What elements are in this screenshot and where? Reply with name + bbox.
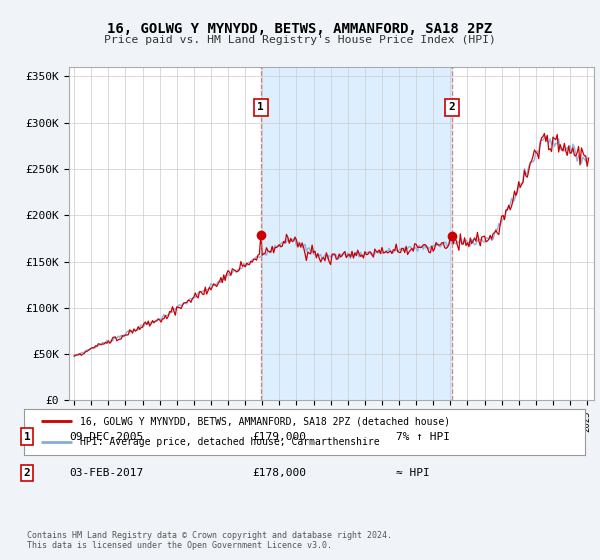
Text: 2: 2 bbox=[449, 102, 455, 112]
Text: 1: 1 bbox=[257, 102, 264, 112]
Text: 09-DEC-2005: 09-DEC-2005 bbox=[69, 432, 143, 441]
Bar bbox=[261, 67, 452, 400]
Text: £179,000: £179,000 bbox=[252, 432, 306, 441]
Text: HPI: Average price, detached house, Carmarthenshire: HPI: Average price, detached house, Carm… bbox=[80, 437, 380, 447]
Text: 1: 1 bbox=[23, 432, 31, 441]
Text: Contains HM Land Registry data © Crown copyright and database right 2024.
This d: Contains HM Land Registry data © Crown c… bbox=[27, 530, 392, 550]
Text: ≈ HPI: ≈ HPI bbox=[396, 468, 430, 478]
Text: 16, GOLWG Y MYNYDD, BETWS, AMMANFORD, SA18 2PZ (detached house): 16, GOLWG Y MYNYDD, BETWS, AMMANFORD, SA… bbox=[80, 416, 450, 426]
Text: 03-FEB-2017: 03-FEB-2017 bbox=[69, 468, 143, 478]
Text: 16, GOLWG Y MYNYDD, BETWS, AMMANFORD, SA18 2PZ: 16, GOLWG Y MYNYDD, BETWS, AMMANFORD, SA… bbox=[107, 22, 493, 36]
Text: 2: 2 bbox=[23, 468, 31, 478]
Text: Price paid vs. HM Land Registry's House Price Index (HPI): Price paid vs. HM Land Registry's House … bbox=[104, 35, 496, 45]
Text: 7% ↑ HPI: 7% ↑ HPI bbox=[396, 432, 450, 441]
Text: £178,000: £178,000 bbox=[252, 468, 306, 478]
